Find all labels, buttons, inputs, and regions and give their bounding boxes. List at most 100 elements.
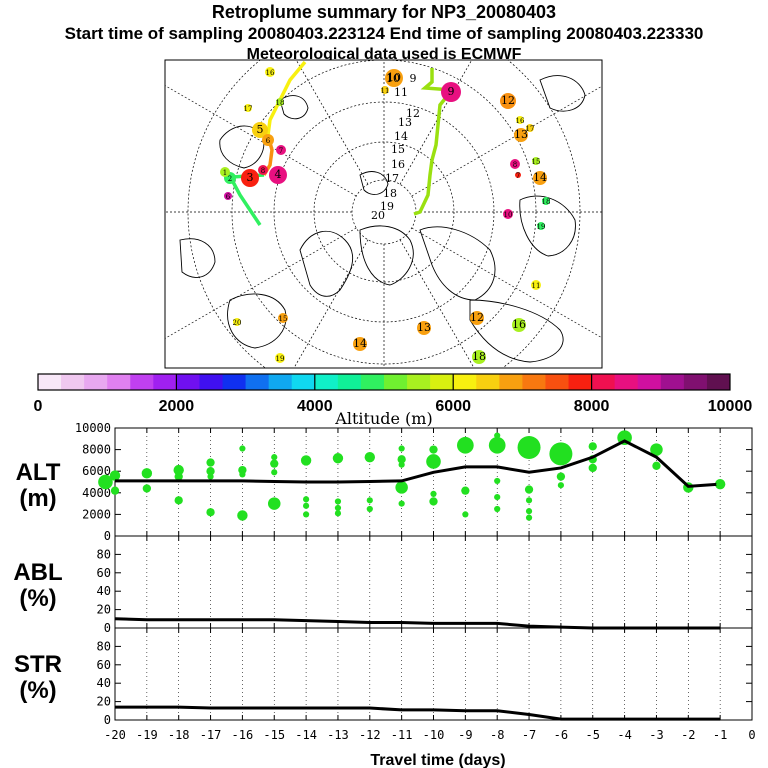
cluster-number: 8 (513, 161, 517, 169)
x-tick-label: -18 (168, 728, 190, 742)
x-tick-label: -3 (649, 728, 663, 742)
cluster-marker (353, 337, 367, 351)
altitude-cluster-dot (494, 505, 501, 513)
cluster-marker (516, 116, 524, 124)
cluster-marker (381, 86, 389, 94)
altitude-cluster-dot (239, 445, 246, 452)
altitude-cluster-dot (364, 451, 375, 463)
cluster-number: 12 (501, 94, 515, 107)
cluster-number: 10 (387, 71, 401, 84)
meridian-line (295, 60, 369, 185)
cluster-number: 11 (381, 87, 390, 95)
cluster-marker (220, 167, 230, 177)
x-tick-label: 0 (748, 728, 755, 742)
cluster-number: 7 (516, 172, 520, 180)
cluster-marker (500, 93, 516, 109)
altitude-cluster-dot (557, 482, 565, 489)
panel-unit: (m) (19, 485, 56, 512)
cluster-number: 18 (276, 99, 285, 107)
y-tick-label: 80 (97, 547, 111, 561)
cluster-marker (510, 159, 520, 169)
cluster-marker (276, 98, 284, 106)
altitude-cluster-dot (556, 472, 566, 481)
y-tick-label: 0 (104, 713, 111, 727)
coastline (227, 293, 287, 349)
y-tick-label: 20 (97, 695, 111, 709)
colorbar-segment (291, 374, 316, 390)
coastline (419, 226, 496, 301)
meridian-line (165, 227, 357, 339)
colorbar-segment (61, 374, 85, 390)
met-data-line: Meteorological data used is ECMWF (246, 46, 522, 63)
y-tick-label: 40 (97, 584, 111, 598)
colorbar-segment (614, 374, 639, 390)
coastline (359, 171, 389, 195)
y-tick-label: 20 (97, 603, 111, 617)
cluster-marker (512, 318, 526, 332)
cluster-marker (224, 192, 232, 200)
colorbar-segment (130, 374, 154, 390)
altitude-cluster-dot (525, 508, 533, 515)
cluster-number: 3 (247, 171, 254, 184)
colorbar-segment (84, 374, 108, 390)
colorbar-segment (453, 374, 477, 390)
y-tick-label: 80 (97, 639, 111, 653)
altitude-cluster-dot (206, 508, 215, 517)
day-label: 11 (394, 86, 408, 99)
cluster-marker (537, 222, 545, 230)
colorbar-segment (545, 374, 570, 390)
colorbar-segment (222, 374, 247, 390)
x-tick-label: -11 (391, 728, 413, 742)
altitude-cluster-dot (588, 442, 597, 451)
coastline (299, 230, 354, 297)
chart-title: Retroplume summary for NP3_20080403 (211, 2, 557, 22)
cluster-number: 5 (257, 123, 264, 136)
colorbar-segment (407, 374, 431, 390)
sampling-time-line: Start time of sampling 20080403.223124 E… (64, 24, 704, 43)
altitude-cluster-dot (488, 436, 506, 454)
cluster-number: 11 (532, 282, 541, 290)
altitude-cluster-dot (332, 453, 344, 464)
cluster-marker (531, 280, 541, 290)
altitude-cluster-dot (110, 486, 120, 495)
altitude-cluster-dot (525, 497, 533, 504)
colorbar-segment (568, 374, 593, 390)
colorbar-tick-label: 0 (34, 398, 43, 415)
cluster-number: 18 (472, 350, 486, 363)
meridian-line (293, 239, 369, 368)
cluster-marker (233, 318, 241, 326)
y-tick-label: 4000 (82, 486, 111, 500)
altitude-cluster-dot (494, 494, 501, 501)
coastline (539, 75, 586, 112)
cluster-marker (441, 82, 461, 102)
cluster-number: 9 (448, 85, 455, 98)
y-tick-label: 2000 (82, 507, 111, 521)
x-tick-label: -9 (458, 728, 472, 742)
meridian-line (399, 239, 475, 368)
colorbar-segment (591, 374, 616, 390)
meridian-line (411, 227, 602, 339)
altitude-cluster-dot (462, 511, 469, 518)
coastline (179, 238, 216, 278)
cluster-marker (532, 157, 540, 165)
coastline (219, 125, 265, 169)
x-tick-label: -15 (263, 728, 285, 742)
cluster-number: 16 (512, 318, 526, 331)
day-label: 10 (386, 72, 400, 85)
y-tick-label: 60 (97, 658, 111, 672)
day-label: 20 (371, 209, 385, 222)
cluster-marker (533, 171, 547, 185)
panel-label: ALT (16, 459, 61, 486)
altitude-cluster-dot (429, 445, 438, 454)
day-label: 16 (391, 158, 405, 171)
series-line-abl (114, 617, 721, 630)
y-tick-label: 8000 (82, 443, 111, 457)
colorbar-tick-label: 10000 (708, 398, 753, 415)
altitude-cluster-dot (98, 474, 113, 490)
x-tick-label: -7 (522, 728, 536, 742)
meridian-line (399, 60, 473, 185)
y-tick-label: 10000 (75, 421, 111, 435)
cluster-number: 13 (417, 321, 431, 334)
colorbar-segment (199, 374, 224, 390)
panel-label: STR (14, 651, 62, 678)
